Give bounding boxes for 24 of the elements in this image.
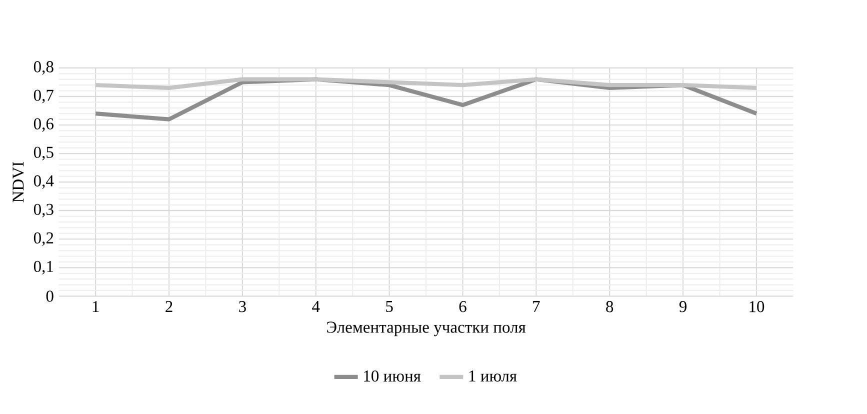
- legend-label: 1 июля: [469, 370, 517, 382]
- x-tick-label: 6: [459, 301, 466, 312]
- x-axis-title: Элементарные участки поля: [327, 322, 526, 336]
- y-tick-label: 0,5: [34, 146, 54, 160]
- y-axis-title: NDVI: [12, 162, 24, 202]
- x-tick-label: 1: [92, 301, 99, 312]
- x-tick-label: 3: [239, 301, 246, 312]
- y-tick-label: 0,2: [34, 232, 54, 246]
- y-tick-label: 0,7: [34, 90, 54, 104]
- x-tick-label: 10: [750, 301, 764, 312]
- x-tick-label: 4: [312, 301, 320, 312]
- x-tick-label: 2: [166, 301, 172, 312]
- y-tick-label: 0: [46, 290, 54, 302]
- line-series: [94, 77, 759, 90]
- y-tick-label: 0,1: [34, 260, 53, 275]
- y-tick-label: 0,3: [34, 204, 54, 218]
- legend-label: 10 июня: [364, 370, 421, 382]
- y-tick-label: 0,8: [34, 61, 54, 75]
- x-tick-label: 7: [533, 301, 540, 312]
- y-tick-label: 0,6: [34, 118, 54, 132]
- x-tick-label: 5: [386, 301, 393, 312]
- x-tick-label: 9: [679, 301, 686, 312]
- x-tick-label: 8: [606, 301, 614, 312]
- y-tick-label: 0,4: [34, 175, 54, 189]
